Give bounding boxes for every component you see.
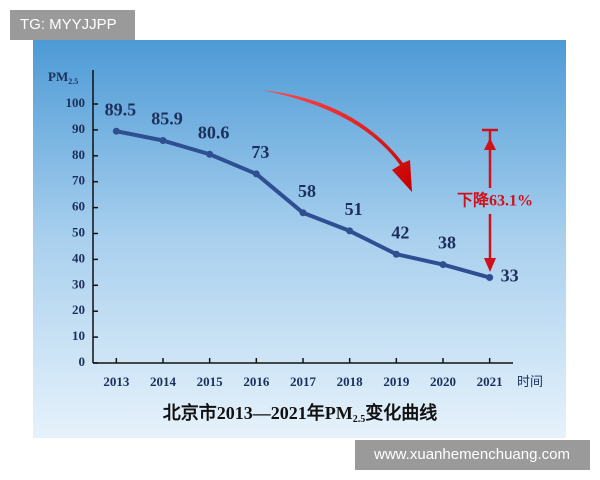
- point: [206, 150, 214, 158]
- x-tick-label: 2021: [477, 374, 503, 389]
- y-tick-label: 70: [72, 173, 85, 188]
- decline-bracket: [482, 128, 498, 272]
- x-tick-label: 2017: [290, 374, 317, 389]
- y-label-main: PM: [48, 69, 68, 84]
- site: www.xuanhemenchuang.com: [373, 446, 570, 463]
- badge: TG: MYYJJPP: [20, 16, 117, 33]
- data-label: 80.6: [198, 122, 230, 142]
- point: [159, 137, 167, 145]
- annotation: 下降63.1%: [457, 191, 533, 210]
- site-bg: [355, 440, 590, 470]
- badge-bg: [10, 10, 135, 40]
- point: [486, 274, 494, 282]
- data-label: 42: [391, 222, 409, 242]
- x-tick-label: 2015: [197, 374, 224, 389]
- point: [252, 170, 260, 178]
- y-tick-label: 40: [72, 250, 85, 265]
- x-tick-label: 2018: [337, 374, 364, 389]
- trend-arrow: [262, 90, 412, 192]
- point: [299, 209, 307, 217]
- x-axis-label: 时间: [517, 374, 543, 389]
- y-tick-label: 10: [72, 328, 85, 343]
- data-label: 38: [438, 233, 456, 253]
- x-tick-label: 2020: [430, 374, 456, 389]
- point: [392, 250, 400, 258]
- x-tick-label: 2016: [243, 374, 270, 389]
- chart-background: [33, 40, 566, 438]
- y-axis-label: PM2.5: [48, 69, 78, 86]
- y-tick-label: 30: [72, 276, 85, 291]
- y-tick-label: 0: [79, 354, 86, 369]
- x-tick-label: 2013: [103, 374, 130, 389]
- point: [112, 127, 120, 135]
- point: [346, 227, 354, 235]
- y-tick-label: 60: [72, 199, 85, 214]
- chart-title: 北京市2013—2021年PM2.5变化曲线: [163, 402, 437, 425]
- data-label: 58: [298, 181, 316, 201]
- title-sub: 2.5: [353, 414, 366, 425]
- y-label-sub: 2.5: [68, 77, 78, 86]
- y-tick-label: 20: [72, 302, 85, 317]
- data-label: 51: [345, 199, 363, 219]
- point: [439, 261, 447, 269]
- data-label: 89.5: [105, 99, 137, 119]
- x-tick-label: 2014: [150, 374, 177, 389]
- x-tick-label: 2019: [383, 374, 410, 389]
- y-tick-label: 90: [72, 121, 85, 136]
- y-tick-label: 80: [72, 147, 85, 162]
- data-label: 85.9: [151, 109, 183, 129]
- data-label: 33: [501, 266, 519, 286]
- title-end: 变化曲线: [365, 402, 437, 423]
- data-label: 73: [251, 142, 269, 162]
- y-tick-label: 100: [66, 95, 86, 110]
- y-tick-label: 50: [72, 224, 85, 239]
- title-main: 北京市2013—2021年PM: [163, 402, 353, 423]
